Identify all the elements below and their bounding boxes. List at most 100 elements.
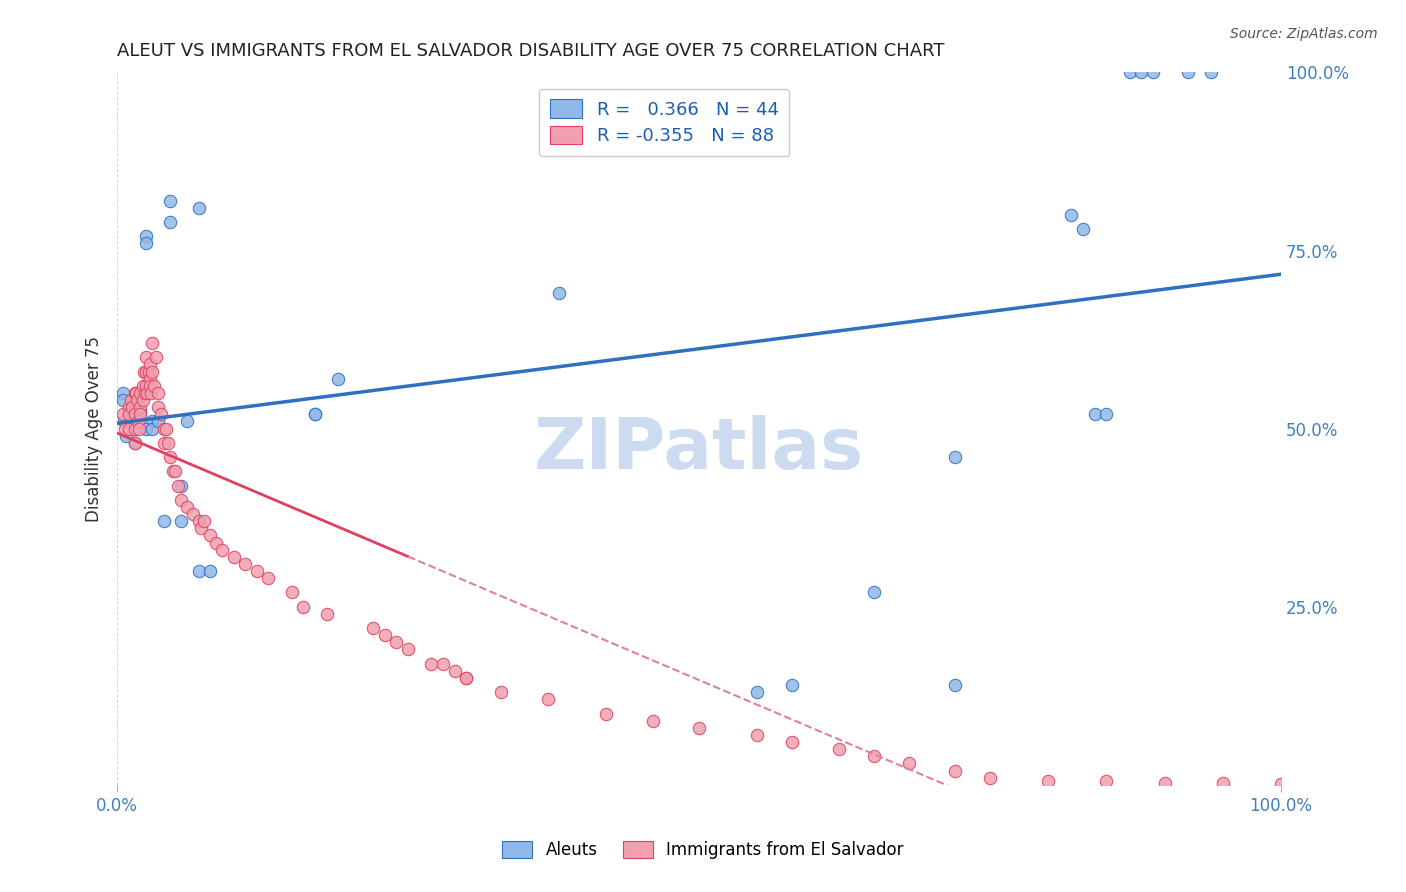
Point bbox=[152, 514, 174, 528]
Point bbox=[165, 464, 187, 478]
Point bbox=[456, 671, 478, 685]
Legend: Aleuts, Immigrants from El Salvador: Aleuts, Immigrants from El Salvador bbox=[496, 834, 910, 866]
Point bbox=[1153, 775, 1175, 789]
Point bbox=[132, 393, 155, 408]
Point bbox=[1071, 222, 1094, 236]
Point bbox=[943, 678, 966, 692]
Point bbox=[176, 500, 198, 514]
Point bbox=[132, 365, 155, 379]
Point bbox=[128, 421, 150, 435]
Point bbox=[170, 478, 193, 492]
Point bbox=[979, 771, 1001, 785]
Point bbox=[688, 721, 710, 735]
Point bbox=[124, 408, 146, 422]
Point bbox=[1177, 65, 1199, 79]
Point bbox=[120, 393, 142, 408]
Point bbox=[135, 229, 157, 244]
Text: Source: ZipAtlas.com: Source: ZipAtlas.com bbox=[1230, 27, 1378, 41]
Point bbox=[159, 450, 181, 464]
Point bbox=[548, 286, 571, 301]
Point bbox=[456, 671, 478, 685]
Point bbox=[1060, 208, 1083, 222]
Point bbox=[152, 435, 174, 450]
Point bbox=[135, 365, 157, 379]
Legend: R =   0.366   N = 44, R = -0.355   N = 88: R = 0.366 N = 44, R = -0.355 N = 88 bbox=[538, 88, 789, 156]
Point bbox=[115, 428, 138, 442]
Point bbox=[143, 379, 166, 393]
Point bbox=[1270, 777, 1292, 791]
Point bbox=[127, 414, 149, 428]
Point bbox=[1130, 65, 1153, 79]
Point bbox=[132, 379, 155, 393]
Point bbox=[200, 564, 222, 578]
Point bbox=[129, 386, 152, 401]
Point bbox=[114, 421, 136, 435]
Point bbox=[828, 742, 851, 756]
Text: ALEUT VS IMMIGRANTS FROM EL SALVADOR DISABILITY AGE OVER 75 CORRELATION CHART: ALEUT VS IMMIGRANTS FROM EL SALVADOR DIS… bbox=[117, 42, 945, 60]
Point bbox=[897, 756, 920, 771]
Point bbox=[200, 528, 222, 542]
Point bbox=[152, 421, 174, 435]
Point bbox=[304, 408, 326, 422]
Point bbox=[396, 642, 419, 657]
Point bbox=[943, 764, 966, 778]
Point bbox=[145, 351, 167, 365]
Point bbox=[159, 194, 181, 208]
Point bbox=[205, 535, 228, 549]
Point bbox=[129, 386, 152, 401]
Point bbox=[385, 635, 408, 649]
Point bbox=[1212, 776, 1234, 790]
Point bbox=[257, 571, 280, 585]
Point bbox=[121, 401, 143, 415]
Point bbox=[187, 564, 209, 578]
Point bbox=[129, 408, 152, 422]
Point bbox=[150, 408, 173, 422]
Point bbox=[1142, 65, 1164, 79]
Point bbox=[118, 421, 141, 435]
Y-axis label: Disability Age Over 75: Disability Age Over 75 bbox=[86, 335, 103, 522]
Text: ZIPatlas: ZIPatlas bbox=[534, 416, 865, 484]
Point bbox=[1038, 774, 1060, 789]
Point bbox=[193, 514, 215, 528]
Point bbox=[246, 564, 269, 578]
Point bbox=[118, 408, 141, 422]
Point bbox=[170, 514, 193, 528]
Point bbox=[1095, 408, 1118, 422]
Point bbox=[641, 714, 664, 728]
Point bbox=[129, 401, 152, 415]
Point bbox=[141, 336, 163, 351]
Point bbox=[780, 735, 803, 749]
Point bbox=[139, 386, 162, 401]
Point bbox=[135, 379, 157, 393]
Point bbox=[111, 408, 134, 422]
Point bbox=[170, 492, 193, 507]
Point bbox=[181, 507, 204, 521]
Point bbox=[125, 393, 148, 408]
Point bbox=[155, 421, 177, 435]
Point bbox=[862, 749, 884, 764]
Point bbox=[135, 236, 157, 251]
Point bbox=[281, 585, 304, 599]
Point bbox=[118, 408, 141, 422]
Point bbox=[420, 657, 443, 671]
Point bbox=[157, 435, 180, 450]
Point bbox=[111, 386, 134, 401]
Point bbox=[135, 351, 157, 365]
Point bbox=[361, 621, 384, 635]
Point bbox=[489, 685, 512, 699]
Point bbox=[443, 664, 465, 678]
Point bbox=[141, 414, 163, 428]
Point bbox=[146, 401, 169, 415]
Point bbox=[862, 585, 884, 599]
Point bbox=[146, 414, 169, 428]
Point bbox=[1118, 65, 1140, 79]
Point bbox=[595, 706, 617, 721]
Point bbox=[124, 435, 146, 450]
Point bbox=[162, 464, 184, 478]
Point bbox=[125, 386, 148, 401]
Point bbox=[139, 379, 162, 393]
Point bbox=[374, 628, 396, 642]
Point bbox=[187, 514, 209, 528]
Point bbox=[1199, 65, 1222, 79]
Point bbox=[1084, 408, 1107, 422]
